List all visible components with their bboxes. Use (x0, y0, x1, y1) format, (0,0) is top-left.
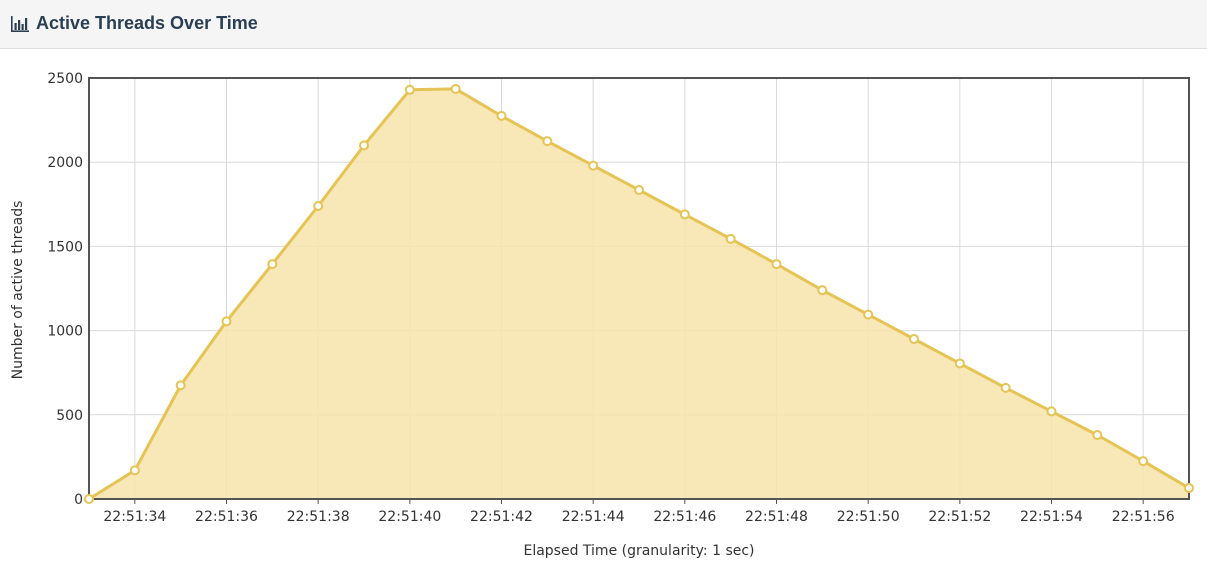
x-tick-label: 22:51:50 (837, 509, 900, 525)
data-point[interactable] (771, 259, 782, 270)
panel-title: Active Threads Over Time (36, 13, 258, 33)
plot-border (88, 77, 1190, 500)
data-point[interactable] (496, 110, 507, 121)
data-point[interactable] (588, 160, 599, 171)
data-point[interactable] (863, 309, 874, 320)
data-point[interactable] (175, 380, 186, 391)
data-point[interactable] (1138, 456, 1149, 467)
series-area (88, 87, 1190, 501)
data-point[interactable] (1000, 382, 1011, 393)
x-tick-label: 22:51:46 (653, 509, 716, 525)
data-point[interactable] (313, 200, 324, 211)
x-axis-label: Elapsed Time (granularity: 1 sec) (523, 543, 754, 559)
panel-header: Active Threads Over Time (0, 0, 1207, 49)
x-tick-label: 22:51:52 (928, 509, 991, 525)
plot-frame (88, 77, 1190, 500)
x-tick-label: 22:51:48 (745, 509, 808, 525)
y-tick-label: 500 (56, 408, 83, 424)
data-point[interactable] (817, 285, 828, 296)
bar-chart-icon (11, 16, 29, 32)
data-point[interactable] (1184, 483, 1194, 494)
y-tick-label: 0 (74, 492, 83, 508)
x-tick-label: 22:51:56 (1112, 509, 1175, 525)
data-point[interactable] (725, 233, 736, 244)
data-point[interactable] (404, 84, 415, 95)
y-tick-label: 2500 (47, 71, 83, 87)
y-axis-ticks: 0 500 1000 1500 2000 2500 (47, 71, 83, 508)
data-point[interactable] (84, 494, 94, 504)
data-point[interactable] (359, 140, 369, 151)
data-point[interactable] (1092, 430, 1103, 441)
data-point[interactable] (679, 209, 690, 220)
x-axis-ticks: 22:51:34 22:51:36 22:51:38 22:51:40 22:51:42… (103, 499, 1175, 525)
x-tick-label: 22:51:40 (378, 509, 441, 525)
data-point[interactable] (954, 358, 965, 369)
y-tick-label: 1000 (47, 324, 83, 340)
chart-container: 0 500 1000 1500 2000 2500 22:51:34 22:51:36 22:… (0, 50, 1207, 581)
x-tick-label: 22:51:36 (195, 509, 258, 525)
x-tick-label: 22:51:38 (287, 509, 350, 525)
data-point[interactable] (542, 136, 553, 147)
y-tick-label: 2000 (47, 155, 83, 171)
data-point[interactable] (1046, 406, 1057, 417)
data-point[interactable] (634, 184, 644, 195)
y-tick-label: 1500 (47, 239, 83, 255)
data-point[interactable] (267, 259, 278, 270)
x-tick-label: 22:51:54 (1020, 509, 1083, 525)
area-fill (89, 88, 1189, 500)
y-axis-label: Number of active threads (10, 201, 26, 380)
data-point[interactable] (221, 316, 232, 327)
data-point[interactable] (450, 83, 461, 94)
x-tick-label: 22:51:34 (103, 509, 166, 525)
x-tick-label: 22:51:42 (470, 509, 533, 525)
data-point[interactable] (129, 465, 140, 476)
x-tick-label: 22:51:44 (562, 509, 625, 525)
data-points (84, 83, 1194, 504)
data-point[interactable] (909, 334, 919, 345)
